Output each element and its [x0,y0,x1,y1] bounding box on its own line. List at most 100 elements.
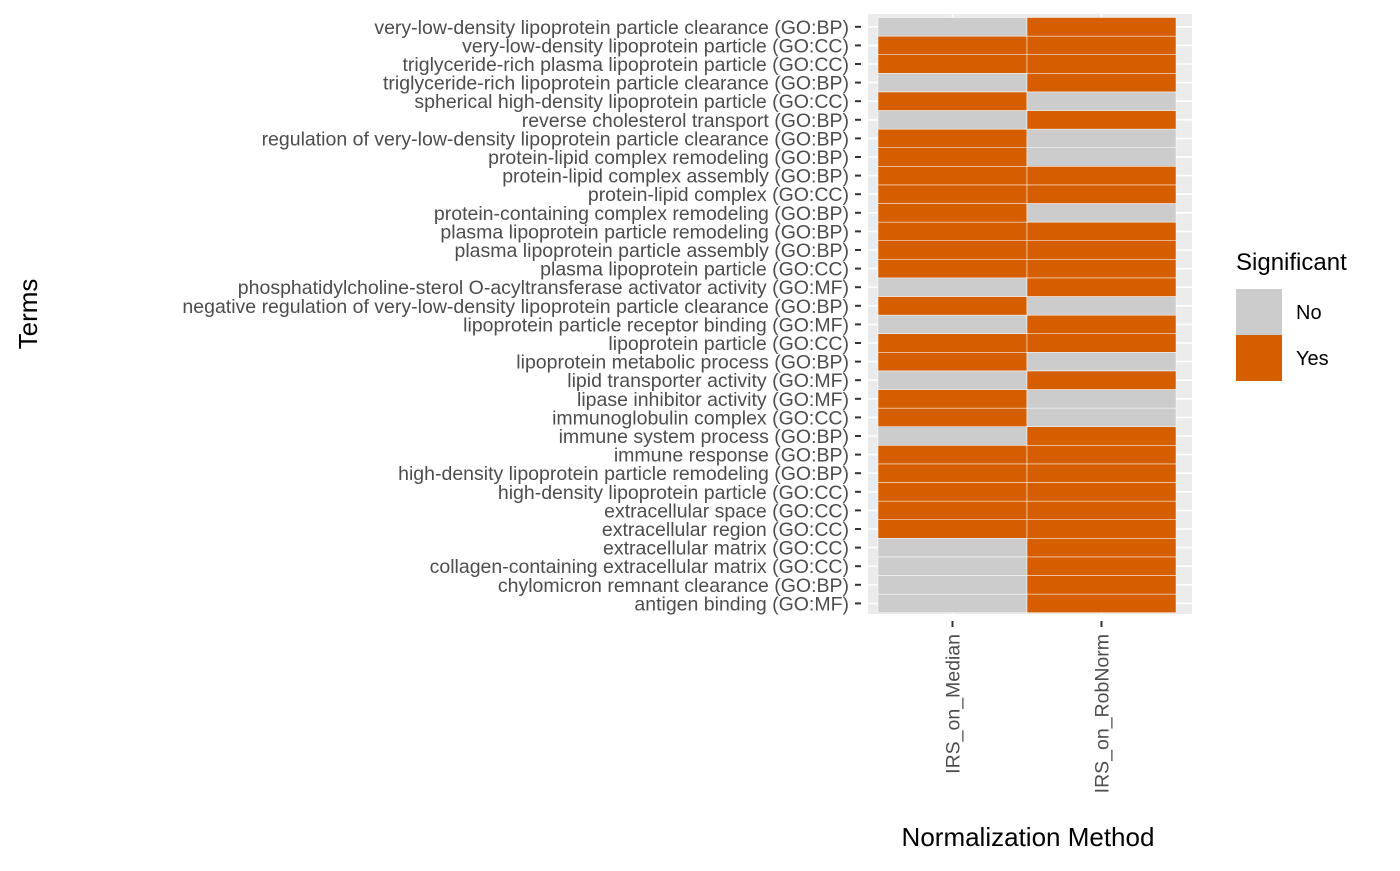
heatmap-tile [877,240,1028,260]
x-axis-title: Normalization Method [902,822,1155,852]
heatmap-tile [1026,35,1177,55]
heatmap-tile [1026,445,1177,465]
heatmap-tile [1026,407,1177,427]
y-tick-label: triglyceride-rich lipoprotein particle c… [383,73,849,95]
heatmap-tile [1026,277,1177,297]
heatmap-tile [1026,575,1177,595]
heatmap-tile [877,35,1028,55]
heatmap-tile [1026,314,1177,334]
heatmap-tile [877,575,1028,595]
legend-swatch-yes [1236,335,1282,381]
legend-title: Significant [1236,249,1347,276]
x-tick-label: IRS_on_Median [943,634,965,774]
y-tick-label: collagen-containing extracellular matrix… [430,556,849,578]
y-tick-label: very-low-density lipoprotein particle cl… [374,17,849,39]
heatmap-tile [877,166,1028,186]
y-tick-label: extracellular region (GO:CC) [602,519,849,541]
heatmap-tile [877,407,1028,427]
heatmap-tile [1026,240,1177,260]
y-tick-label: lipoprotein particle receptor binding (G… [463,314,849,336]
y-tick-label: triglyceride-rich plasma lipoprotein par… [403,54,849,76]
x-axis: IRS_on_Median IRS_on_RobNorm [943,621,1114,793]
heatmap-tile [1026,203,1177,223]
heatmap-tile [1026,73,1177,93]
y-axis: antigen binding (GO:MF)chylomicron remna… [182,17,861,615]
legend-label-no: No [1296,302,1322,324]
y-tick-label: plasma lipoprotein particle (GO:CC) [540,259,849,281]
heatmap-tile [877,314,1028,334]
heatmap-tile [877,73,1028,93]
heatmap-tile [1026,296,1177,316]
y-tick-label: plasma lipoprotein particle assembly (GO… [455,240,850,262]
y-tick-label: phosphatidylcholine-sterol O-acyltransfe… [238,277,849,299]
y-tick-label: protein-lipid complex assembly (GO:BP) [502,166,849,188]
y-tick-label: protein-containing complex remodeling (G… [434,203,849,225]
y-tick-label: extracellular matrix (GO:CC) [603,538,849,560]
heatmap-tile [1026,500,1177,520]
heatmap-tile [1026,389,1177,409]
heatmap-tile [1026,482,1177,502]
heatmap-tile [1026,91,1177,111]
heatmap-tile [877,426,1028,446]
heatmap-tile [877,519,1028,539]
heatmap-tile [877,259,1028,279]
heatmap-tile [877,389,1028,409]
heatmap-tile [1026,54,1177,74]
heatmap-tile [877,221,1028,241]
heatmap-tile [1026,147,1177,167]
y-tick-label: protein-lipid complex remodeling (GO:BP) [488,147,849,169]
y-tick-label: high-density lipoprotein particle (GO:CC… [498,482,849,504]
heatmap-tile [877,184,1028,204]
y-tick-label: immune response (GO:BP) [614,445,849,467]
legend-label-yes: Yes [1296,348,1329,370]
heatmap-tile [1026,463,1177,483]
heatmap-tile [1026,538,1177,558]
heatmap-tile [1026,426,1177,446]
heatmap-tile [1026,128,1177,148]
heatmap-tile [877,203,1028,223]
y-tick-label: lipoprotein particle (GO:CC) [608,333,849,355]
heatmap-tile [877,128,1028,148]
y-tick-label: high-density lipoprotein particle remode… [398,463,849,485]
heatmap-tile [1026,593,1177,613]
x-tick-label: IRS_on_RobNorm [1092,634,1114,793]
heatmap-tile [877,17,1028,37]
heatmap-tile [877,500,1028,520]
heatmap-tile [877,370,1028,390]
heatmap-tile [877,277,1028,297]
y-tick-label: lipoprotein metabolic process (GO:BP) [516,352,849,374]
y-tick-label: lipid transporter activity (GO:MF) [567,370,849,392]
heatmap-tile [1026,166,1177,186]
y-tick-label: protein-lipid complex (GO:CC) [588,184,849,206]
heatmap-tile [877,54,1028,74]
y-tick-label: negative regulation of very-low-density … [182,296,849,318]
heatmap-tile [877,482,1028,502]
legend: Significant No Yes [1236,249,1347,381]
legend-swatch-no [1236,289,1282,335]
heatmap-tile [1026,221,1177,241]
heatmap-tile [1026,333,1177,353]
y-tick-label: regulation of very-low-density lipoprote… [262,128,849,150]
heatmap-tile [877,110,1028,130]
heatmap-tile [1026,184,1177,204]
heatmap-tile [877,445,1028,465]
heatmap-tile [877,333,1028,353]
heatmap-tile [1026,556,1177,576]
heatmap-tile [877,147,1028,167]
y-tick-label: immunoglobulin complex (GO:CC) [552,407,849,429]
heatmap-tile [877,91,1028,111]
heatmap-tile [1026,519,1177,539]
y-tick-label: chylomicron remnant clearance (GO:BP) [498,575,849,597]
y-tick-label: immune system process (GO:BP) [559,426,849,448]
y-tick-label: plasma lipoprotein particle remodeling (… [440,221,849,243]
y-tick-label: extracellular space (GO:CC) [604,500,849,522]
heatmap-tile [1026,259,1177,279]
y-tick-label: lipase inhibitor activity (GO:MF) [577,389,849,411]
heatmap-tile [877,296,1028,316]
y-axis-title: Terms [13,279,43,350]
heatmap-tiles [877,17,1177,613]
heatmap-tile [877,538,1028,558]
y-tick-label: spherical high-density lipoprotein parti… [414,91,849,113]
